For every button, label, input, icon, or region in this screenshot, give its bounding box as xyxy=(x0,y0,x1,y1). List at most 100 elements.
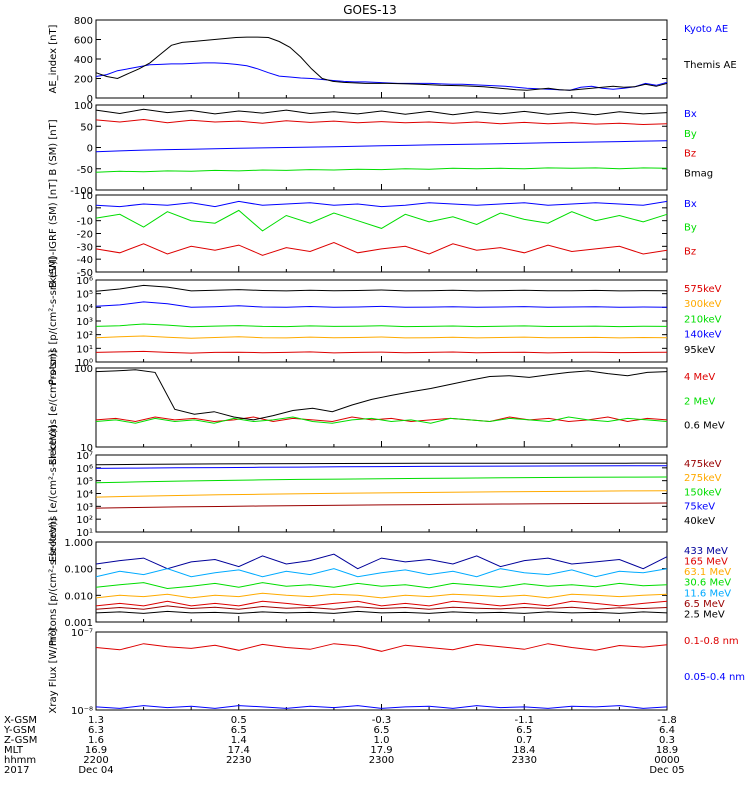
series-11-6-mev-line xyxy=(95,568,668,578)
y-tick-label: 10⁻⁸ xyxy=(71,706,93,717)
series-575kev-line xyxy=(95,350,668,354)
y-tick-label: 10⁶ xyxy=(76,276,93,287)
panel-8-frame xyxy=(95,631,668,711)
y-tick-label: 0.001 xyxy=(64,618,93,629)
x-axis-value: 6.5 xyxy=(516,725,532,736)
x-axis-value: -1.8 xyxy=(657,715,677,726)
legend-entry: 2.5 MeV xyxy=(684,609,725,620)
series-275kev-line xyxy=(95,490,668,498)
y-axis-label: Protons [p/(cm²-s-sr-keV)] xyxy=(48,518,59,646)
x-axis-value: -1.1 xyxy=(514,715,534,726)
y-tick-label: 10⁷ xyxy=(76,451,93,462)
y-tick-label: 1.000 xyxy=(64,538,93,549)
legend-entry: 275keV xyxy=(684,473,722,484)
y-axis-label: Protons [p/(cm²-s-sr-keV)] xyxy=(48,257,59,385)
y-tick-label: 10⁻⁷ xyxy=(71,628,93,639)
series-75kev-line xyxy=(95,465,668,469)
y-axis-label: Electrons [e/(cm²-s-sr)] xyxy=(48,350,59,466)
series-0-05-0-4-nm-line xyxy=(95,705,668,709)
y-tick-label: 10³ xyxy=(76,502,93,513)
legend-entry: 575keV xyxy=(684,284,722,295)
y-tick-label: 100 xyxy=(74,101,93,112)
series-63-1-mev-line xyxy=(95,592,668,599)
series-0-1-0-8-nm-line xyxy=(95,643,668,652)
legend-entry: 0.6 MeV xyxy=(684,421,725,432)
panel-5-frame xyxy=(95,367,668,448)
y-tick-label: 10⁴ xyxy=(76,303,93,314)
y-tick-label: 0.100 xyxy=(64,565,93,576)
legend-entry: Kyoto AE xyxy=(684,24,728,35)
series-165-mev-line xyxy=(95,600,668,607)
legend-entry: 140keV xyxy=(684,330,722,341)
x-axis-value: -0.3 xyxy=(372,715,392,726)
y-tick-label: 0 xyxy=(87,204,93,215)
x-axis-value: 1.4 xyxy=(231,735,247,746)
legend-entry: 75keV xyxy=(684,502,715,513)
series-210kev-line xyxy=(95,323,668,328)
y-tick-label: -30 xyxy=(77,242,93,253)
series-40kev-line xyxy=(95,462,668,466)
y-tick-label: -50 xyxy=(77,165,93,176)
x-axis-value: 6.3 xyxy=(88,725,104,736)
legend-entry: 210keV xyxy=(684,314,722,325)
x-axis-value: 0.3 xyxy=(659,735,675,746)
series-themis-ae-line xyxy=(95,36,668,91)
x-axis-value: 2300 xyxy=(369,755,394,766)
x-axis-value: 1.6 xyxy=(88,735,104,746)
x-axis-value: Dec 05 xyxy=(649,765,684,776)
plot-title: GOES-13 xyxy=(343,3,397,17)
legend-entry: Bmag xyxy=(684,168,713,179)
legend-entry: Bz xyxy=(684,149,696,160)
x-axis-value: 6.4 xyxy=(659,725,675,736)
legend-entry: 0.05-0.4 nm xyxy=(684,672,745,683)
series-by-line xyxy=(95,167,668,173)
x-axis-value: 0.7 xyxy=(516,735,532,746)
x-axis-value: Dec 04 xyxy=(78,765,113,776)
legend-entry: 63.1 MeV xyxy=(684,567,731,578)
y-tick-label: 200 xyxy=(74,75,93,86)
series-by-line xyxy=(95,209,668,232)
legend-entry: 40keV xyxy=(684,516,715,527)
x-axis-value: 6.5 xyxy=(231,725,247,736)
legend-entry: Bz xyxy=(684,246,696,257)
series-2-5-mev-line xyxy=(95,610,668,614)
y-tick-label: 10⁴ xyxy=(76,490,93,501)
y-tick-label: 10 xyxy=(80,191,93,202)
legend-entry: 30.6 MeV xyxy=(684,578,731,589)
legend-entry: Bx xyxy=(684,199,697,210)
series-2-mev-line xyxy=(95,416,668,424)
y-tick-label: 10² xyxy=(76,515,93,526)
series-300kev-line xyxy=(95,335,668,339)
legend-entry: By xyxy=(684,129,697,140)
x-axis-value: 0.5 xyxy=(231,715,247,726)
x-axis-row-label: MLT xyxy=(4,745,24,756)
x-axis-row-label: Z-GSM xyxy=(4,735,37,746)
y-tick-label: 10¹ xyxy=(76,344,93,355)
series-150kev-line xyxy=(95,476,668,484)
x-axis-row-label: X-GSM xyxy=(4,715,37,726)
x-axis-value: 16.9 xyxy=(85,745,107,756)
legend-entry: Themis AE xyxy=(683,60,737,71)
y-tick-label: 100 xyxy=(74,364,93,375)
y-axis-label: B (SM)-IGRF (SM) [nT] xyxy=(48,179,59,288)
legend-entry: 11.6 MeV xyxy=(684,588,731,599)
x-axis-value: 0000 xyxy=(654,755,679,766)
panel-2-frame xyxy=(95,104,668,191)
legend-entry: 433 MeV xyxy=(684,546,728,557)
y-axis-label: B (SM) [nT] xyxy=(48,119,59,175)
x-axis-value: 18.9 xyxy=(656,745,678,756)
y-tick-label: 10⁰ xyxy=(76,358,93,369)
legend-entry: 95keV xyxy=(684,345,715,356)
x-axis-value: 6.5 xyxy=(374,725,390,736)
y-tick-label: 0 xyxy=(87,94,93,105)
series-bx-line xyxy=(95,140,668,153)
panel-7-frame xyxy=(95,541,668,623)
x-axis-row-label: hhmm xyxy=(4,755,36,766)
y-tick-label: 50 xyxy=(80,122,93,133)
series-bx-line xyxy=(95,200,668,208)
series-bz-line xyxy=(95,241,668,256)
y-tick-label: -50 xyxy=(77,268,93,279)
y-tick-label: 10⁶ xyxy=(76,464,93,475)
